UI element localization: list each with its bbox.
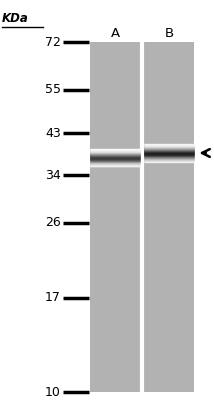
Text: 72: 72 <box>45 36 61 48</box>
Text: KDa: KDa <box>2 12 29 25</box>
Bar <box>144 42 194 392</box>
Text: 17: 17 <box>45 292 61 304</box>
Text: 34: 34 <box>45 168 61 182</box>
Text: 26: 26 <box>45 216 61 229</box>
Text: A: A <box>110 27 120 40</box>
Bar <box>90 42 140 392</box>
Text: 10: 10 <box>45 386 61 398</box>
Text: 43: 43 <box>45 127 61 140</box>
Text: 55: 55 <box>45 83 61 96</box>
Text: B: B <box>165 27 174 40</box>
